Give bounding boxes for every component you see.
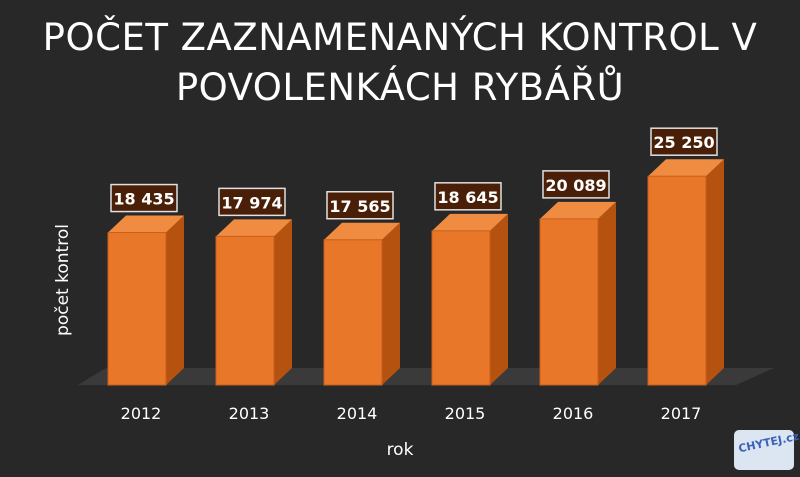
bar-side-2015	[490, 213, 508, 385]
y-axis-label: počet kontrol	[53, 224, 73, 336]
bar-top-2015	[432, 213, 508, 231]
bar-2014	[323, 239, 383, 386]
bar-2017	[647, 175, 707, 386]
x-tick-2017: 2017	[661, 404, 702, 423]
bar-2012	[107, 232, 167, 386]
bar-side-2017	[706, 159, 724, 385]
chart-title-line1: POČET ZAZNAMENANÝCH KONTROL V	[42, 16, 758, 59]
bar-side-2012	[166, 215, 184, 385]
data-label-box-2012	[110, 183, 178, 213]
data-label-2016: 20 089	[545, 176, 606, 195]
data-label-box-2015	[434, 182, 502, 211]
data-label-2012: 18 435	[113, 190, 174, 209]
bar-2016	[539, 218, 599, 386]
x-tick-2012: 2012	[121, 404, 162, 423]
bar-2013	[215, 235, 275, 386]
x-tick-2014: 2014	[337, 404, 378, 423]
x-axis-label: rok	[386, 440, 414, 460]
bar-top-2016	[540, 201, 616, 219]
bar-side-2016	[598, 201, 616, 385]
bar-top-2014	[324, 222, 400, 240]
data-label-box-2013	[218, 187, 286, 217]
bar-top-2017	[648, 159, 724, 177]
chytej-logo: CHYTEJ.cz	[734, 430, 800, 470]
bar-side-2013	[274, 219, 292, 385]
data-label-2013: 17 974	[221, 193, 282, 212]
bar-top-2013	[216, 219, 292, 237]
x-tick-2015: 2015	[445, 404, 486, 423]
data-label-box-2016	[542, 170, 610, 199]
bar-2015	[431, 230, 491, 386]
data-label-2017: 25 250	[653, 133, 714, 152]
x-tick-2013: 2013	[229, 404, 270, 423]
data-label-box-2014	[326, 191, 394, 220]
data-label-2015: 18 645	[437, 188, 498, 207]
data-label-box-2017	[650, 127, 718, 156]
bar-top-2012	[108, 215, 184, 233]
data-label-2014: 17 565	[329, 197, 390, 216]
bar-side-2014	[382, 222, 400, 385]
logo-text: CHYTEJ.cz	[737, 429, 800, 456]
chart-title-line2: POVOLENKÁCH RYBÁŘŮ	[175, 66, 625, 109]
x-tick-2016: 2016	[553, 404, 594, 423]
